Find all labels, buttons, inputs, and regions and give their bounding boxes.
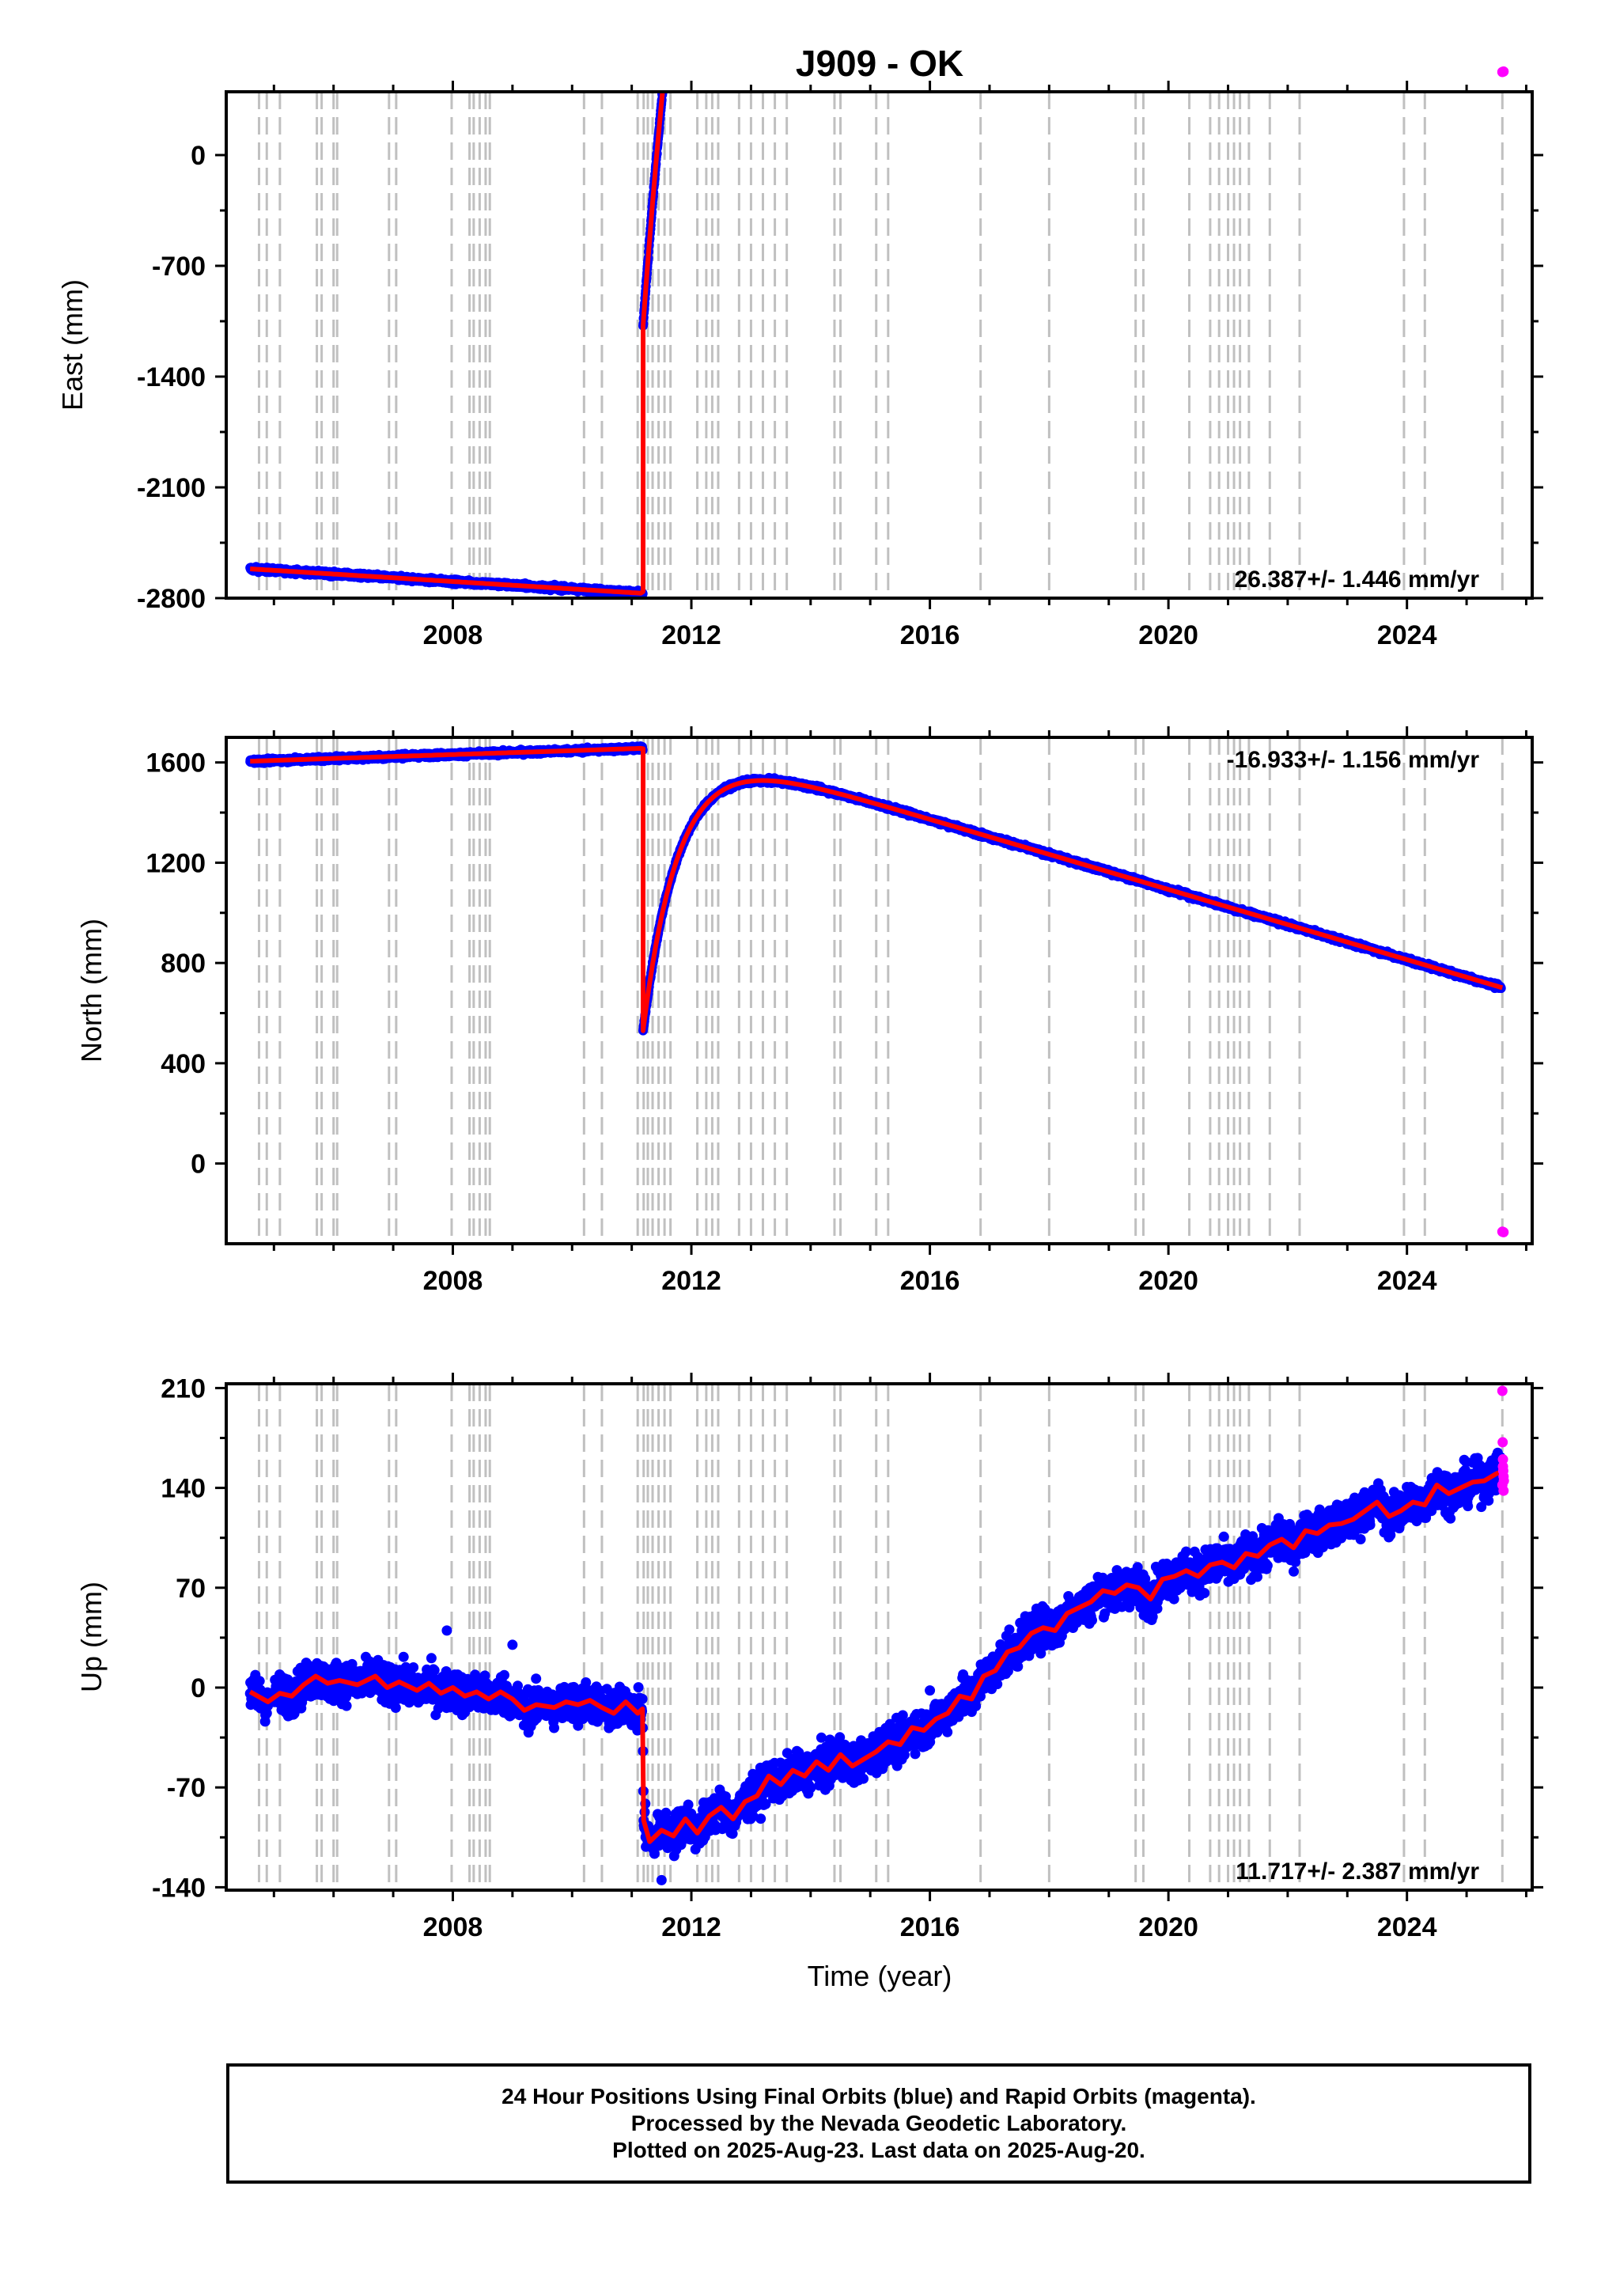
final-orbit-point <box>667 0 676 9</box>
final-orbit-point <box>659 74 668 84</box>
final-orbit-point <box>667 1 676 10</box>
final-orbit-point <box>664 31 673 40</box>
final-orbit-point <box>663 35 672 44</box>
final-orbit-point <box>664 28 673 37</box>
final-orbit-point <box>664 23 674 32</box>
final-orbit-point <box>666 3 676 13</box>
final-orbit-point <box>661 54 671 63</box>
final-orbit-point <box>663 33 672 43</box>
final-orbit-point <box>660 58 670 67</box>
final-orbit-point <box>665 14 675 24</box>
panel-east: 2008 2012 2016 2020 20240-700-1400-2100-2800… <box>56 0 1543 650</box>
final-orbit-point <box>660 64 669 74</box>
final-orbit-point <box>664 21 674 30</box>
final-orbit-point <box>665 12 675 21</box>
final-orbit-point <box>665 13 675 22</box>
final-orbit-point <box>660 66 669 76</box>
final-orbit-point <box>661 58 671 67</box>
final-orbit-point <box>666 7 676 17</box>
final-orbit-point <box>664 25 674 35</box>
final-orbit-point <box>661 50 671 59</box>
final-orbit-point <box>660 70 669 80</box>
final-orbit-point <box>668 0 677 2</box>
final-orbit-point <box>661 48 671 58</box>
final-orbit-point <box>659 79 668 89</box>
final-orbit-point <box>664 26 673 36</box>
final-orbit-point <box>659 70 668 80</box>
final-orbit-point <box>667 0 676 5</box>
final-orbit-point <box>664 19 674 28</box>
final-orbit-point <box>668 0 677 2</box>
final-orbit-point <box>660 60 670 70</box>
final-orbit-point <box>660 63 670 73</box>
final-orbit-point <box>662 43 672 52</box>
final-orbit-point <box>666 5 676 14</box>
final-orbit-point <box>662 40 672 49</box>
panels: 2008 2012 2016 2020 20240-700-1400-2100-2800… <box>56 0 1543 1942</box>
chart-title: J909 - OK <box>796 43 963 84</box>
final-orbit-point <box>660 69 669 78</box>
final-orbit-point <box>659 74 668 84</box>
final-orbit-point <box>666 9 676 18</box>
final-orbit-point <box>663 38 672 47</box>
final-orbit-point <box>667 0 676 7</box>
final-orbit-point <box>663 36 672 46</box>
final-orbit-point <box>662 44 672 53</box>
final-orbit-point <box>662 48 672 58</box>
final-orbit-point <box>665 16 675 25</box>
plot-area <box>245 0 1506 600</box>
